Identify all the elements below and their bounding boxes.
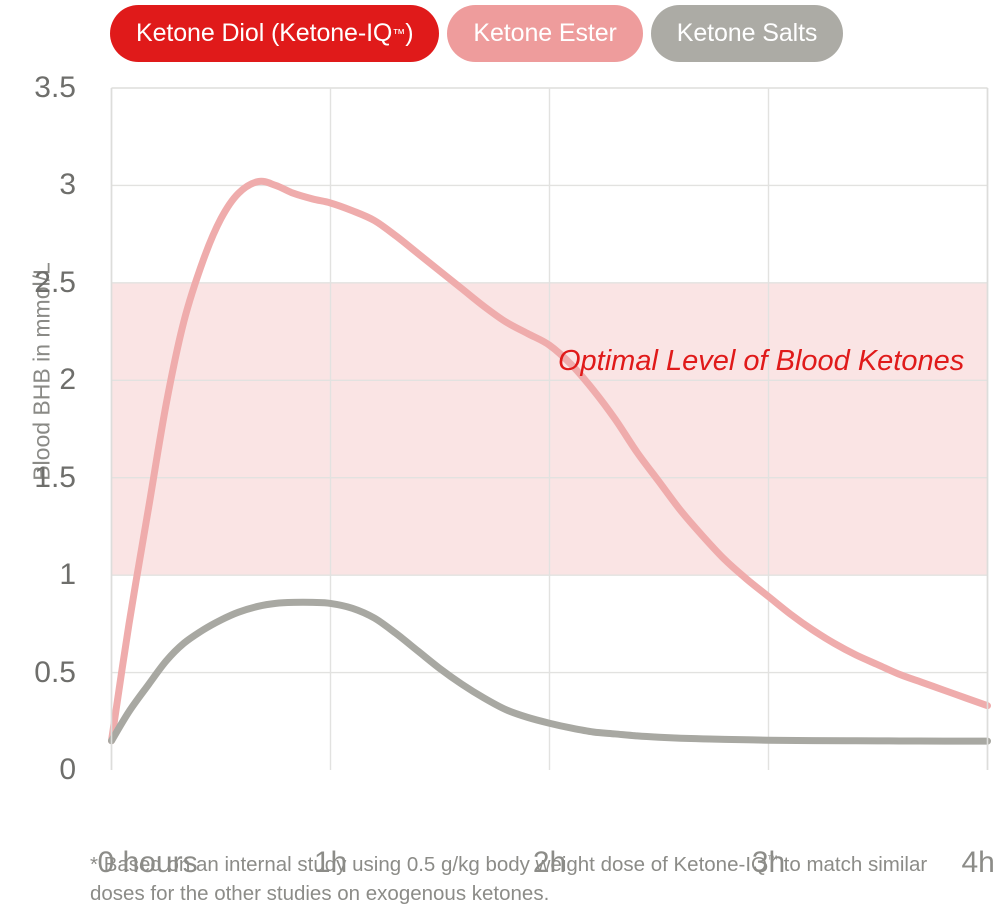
- x-tick-label: 3h: [751, 846, 786, 879]
- legend-label-ketone-diol: Ketone Diol (Ketone-IQ: [136, 19, 393, 47]
- plot-area: Blood BHB in mmol/L 0 0.5 1 1.5 2 2.5 3 3.5 0 h…: [0, 63, 1002, 879]
- chart-footnote: * Based on an internal study using 0.5 g…: [90, 850, 980, 908]
- legend-label-ketone-ester: Ketone Ester: [473, 19, 617, 47]
- y-tick-label: 0: [59, 753, 76, 786]
- series-line-ketone-salts: [108, 598, 991, 745]
- x-tick-label: 2h: [532, 846, 567, 879]
- footnote-marker: *: [90, 853, 98, 876]
- y-tick-label: 2: [59, 363, 76, 397]
- y-tick-label: 3.5: [34, 71, 76, 104]
- y-tick-label: 1.5: [34, 460, 76, 494]
- legend-pill-ketone-diol[interactable]: Ketone Diol (Ketone-IQ ™): [110, 5, 440, 62]
- y-tick-label: 3: [59, 168, 76, 202]
- footnote-line-1a: Based on an internal study using 0.5 g/k…: [103, 853, 767, 876]
- x-tick-label: 1h: [313, 846, 348, 879]
- y-tick-label: 1: [59, 558, 76, 592]
- chart-legend: Ketone Diol (Ketone-IQ ™) Ketone Ester Ke…: [110, 5, 1002, 63]
- series-group: [108, 177, 991, 745]
- legend-label-ketone-diol-suffix: ): [405, 19, 414, 47]
- legend-pill-ketone-ester[interactable]: Ketone Ester: [447, 5, 643, 62]
- series-line-ketone-ester: [108, 177, 991, 745]
- y-tick-label: 0.5: [34, 655, 76, 689]
- x-tick-label: 0 hours: [97, 846, 198, 879]
- x-tick-label: 4h: [961, 846, 995, 879]
- trademark-icon: ™: [766, 854, 778, 867]
- footnote-line-2: similar doses for the other studies on e…: [90, 853, 928, 906]
- y-tick-label: 2.5: [34, 265, 76, 299]
- plot-svg: [108, 87, 991, 770]
- optimal-band-annotation: Optimal Level of Blood Ketones: [558, 345, 965, 377]
- legend-label-ketone-salts: Ketone Salts: [676, 19, 818, 47]
- footnote-line-1b: to match: [777, 853, 863, 876]
- legend-pill-ketone-salts[interactable]: Ketone Salts: [650, 5, 844, 62]
- axis-group: [110, 88, 989, 770]
